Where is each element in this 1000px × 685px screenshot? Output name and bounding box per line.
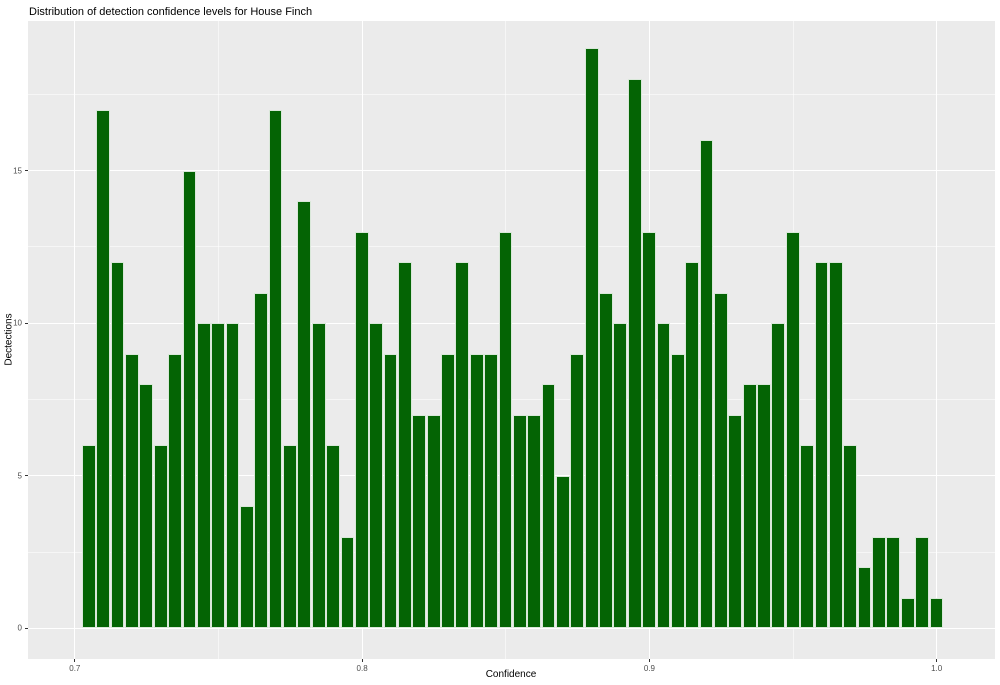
x-tick-label: 0.7 (69, 664, 81, 673)
x-tick-label: 1.0 (931, 664, 943, 673)
histogram-bar (828, 262, 843, 629)
histogram-bar (627, 79, 642, 629)
histogram-bar (728, 414, 743, 629)
histogram-bar (125, 353, 139, 629)
histogram-bar (455, 262, 470, 629)
histogram-bar (800, 445, 814, 629)
histogram-bar (211, 323, 226, 629)
histogram-bar (383, 353, 398, 629)
x-major-gridline (74, 21, 76, 659)
histogram-bar (785, 231, 800, 629)
chart-title: Distribution of detection confidence lev… (29, 6, 313, 18)
histogram-bar (929, 597, 944, 629)
histogram-bar (398, 262, 412, 629)
histogram-bar (82, 445, 96, 629)
histogram-bar (599, 292, 613, 629)
histogram-bar (484, 353, 498, 629)
histogram-bar (527, 414, 542, 629)
histogram-bar (283, 445, 297, 629)
x-axis-title: Confidence (485, 669, 537, 680)
histogram-bar (168, 353, 182, 629)
histogram-bar (872, 536, 886, 629)
histogram-bar (757, 384, 771, 629)
histogram-bar (139, 384, 154, 629)
histogram-bar (240, 506, 254, 629)
x-tick-label: 0.8 (356, 664, 368, 673)
histogram-bar (426, 414, 441, 629)
histogram-bar (541, 384, 556, 629)
histogram-bar (584, 48, 599, 629)
y-axis-title: Dectections (3, 313, 15, 366)
histogram-bar (642, 231, 656, 629)
histogram-bar (814, 262, 829, 629)
y-tick-mark (25, 170, 28, 172)
histogram-bar (498, 231, 513, 629)
plot-panel (28, 21, 995, 659)
histogram-bar (340, 536, 355, 629)
histogram-bar (254, 292, 269, 629)
histogram-bar (613, 323, 628, 629)
histogram-bar (742, 384, 757, 629)
y-tick-label: 0 (17, 623, 22, 633)
histogram-bar (182, 170, 197, 629)
histogram-bar (556, 475, 570, 629)
histogram-bar (469, 353, 484, 629)
histogram-bar (915, 536, 929, 629)
histogram-bar (900, 597, 915, 629)
histogram-bar (311, 323, 326, 629)
histogram-bar (110, 262, 125, 629)
histogram-bar (570, 353, 585, 629)
x-tick-mark (74, 659, 76, 662)
histogram-bar (354, 231, 369, 629)
histogram-bar (369, 323, 384, 629)
histogram-bar (656, 323, 671, 629)
histogram-bar (670, 353, 685, 629)
y-tick-label: 10 (13, 318, 22, 328)
x-major-gridline (936, 21, 938, 659)
y-tick-mark (25, 627, 28, 629)
histogram-bar (714, 292, 728, 629)
histogram-bar (886, 536, 901, 629)
histogram-bar (268, 109, 283, 629)
histogram-bar (96, 109, 111, 629)
histogram-bar (412, 414, 427, 629)
histogram-bar (857, 567, 872, 629)
x-tick-label: 0.9 (643, 664, 655, 673)
histogram-bar (326, 445, 340, 629)
histogram-bar (153, 445, 168, 629)
y-tick-mark (25, 322, 28, 324)
y-tick-label: 5 (17, 471, 22, 481)
histogram-bar (225, 323, 240, 629)
y-tick-label: 15 (13, 166, 22, 176)
histogram-bar (843, 445, 858, 629)
histogram-bar (685, 262, 700, 629)
y-tick-mark (25, 475, 28, 477)
x-tick-mark (361, 659, 363, 662)
x-tick-mark (648, 659, 650, 662)
y-major-gridline (28, 170, 995, 172)
x-tick-mark (936, 659, 938, 662)
histogram-bar (196, 323, 211, 629)
histogram-bar (512, 414, 527, 629)
histogram-bar (297, 201, 312, 629)
histogram-bar (441, 353, 455, 629)
histogram-bar (771, 323, 786, 629)
histogram-bar (699, 140, 714, 629)
y-minor-gridline (28, 93, 995, 95)
y-major-gridline (28, 627, 995, 629)
